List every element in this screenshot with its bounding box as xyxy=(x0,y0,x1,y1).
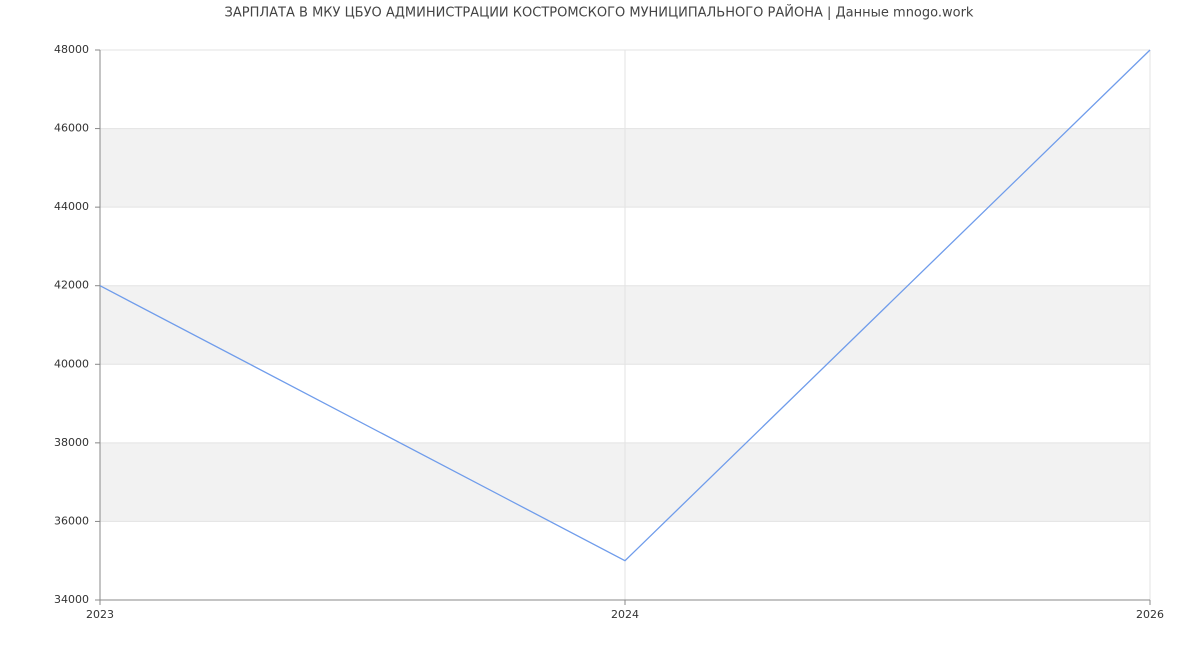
y-tick-label: 34000 xyxy=(54,593,89,606)
line-series xyxy=(99,49,1151,562)
y-tick-label: 42000 xyxy=(54,279,89,292)
y-tick-label: 44000 xyxy=(54,200,89,213)
chart-title: ЗАРПЛАТА В МКУ ЦБУО АДМИНИСТРАЦИИ КОСТРО… xyxy=(225,5,974,21)
y-tick-label: 46000 xyxy=(54,122,89,135)
x-tick-label: 2026 xyxy=(1136,608,1164,621)
y-tick-label: 38000 xyxy=(54,436,89,449)
x-tick-label: 2024 xyxy=(611,608,639,621)
y-tick-label: 36000 xyxy=(54,514,89,527)
y-tick-label: 48000 xyxy=(54,43,89,56)
y-tick-label: 40000 xyxy=(54,357,89,370)
x-tick-label: 2023 xyxy=(86,608,114,621)
